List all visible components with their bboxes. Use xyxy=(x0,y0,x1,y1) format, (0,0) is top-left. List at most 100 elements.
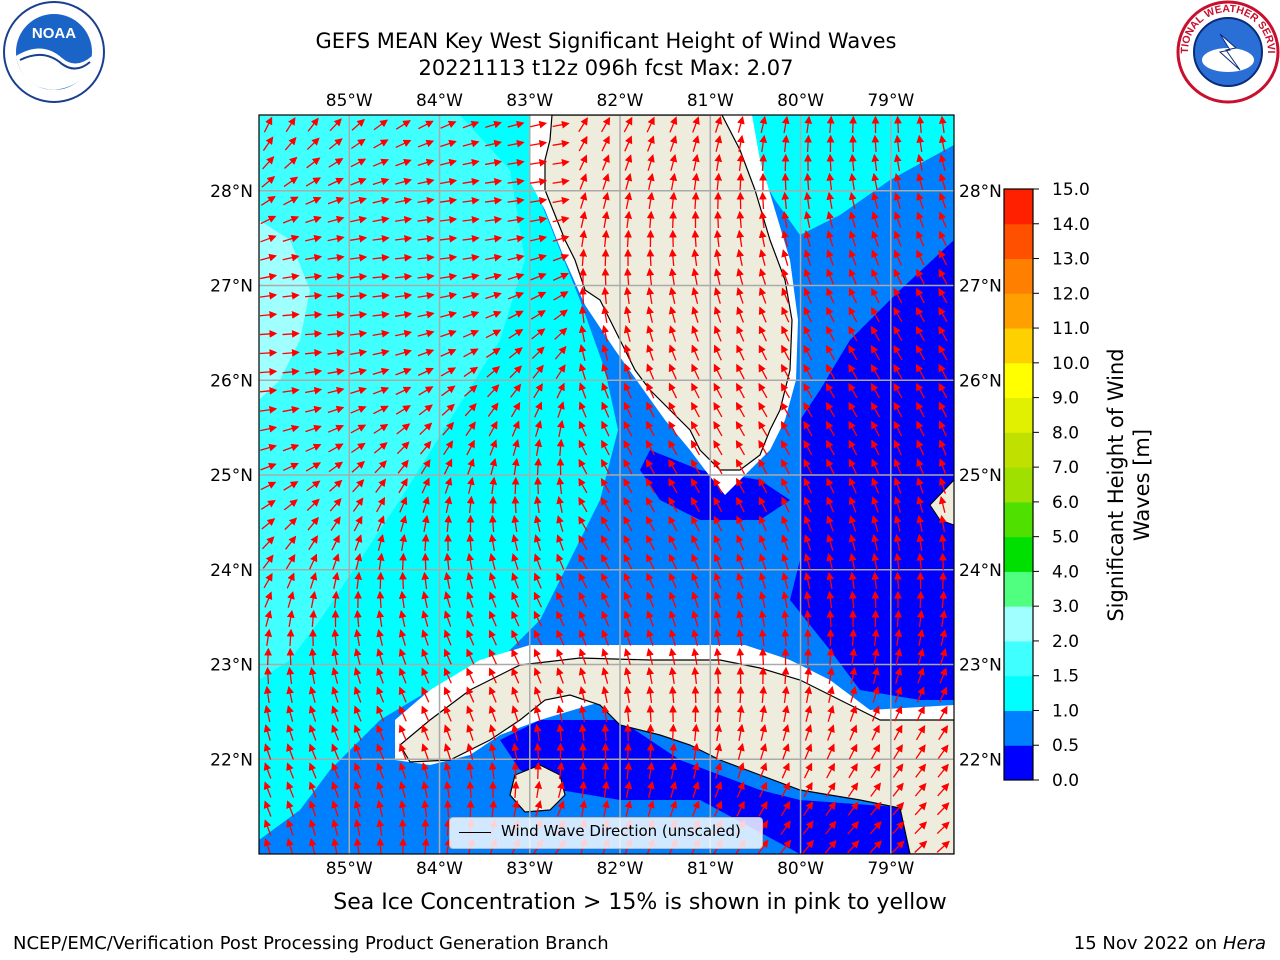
wave-direction-arrow xyxy=(601,553,610,570)
wave-direction-arrow xyxy=(304,272,323,281)
wave-direction-arrow xyxy=(826,268,835,285)
colorbar-segment xyxy=(1004,397,1033,433)
wave-direction-arrow xyxy=(305,405,323,414)
wave-direction-arrow xyxy=(893,287,903,304)
wave-direction-arrow xyxy=(736,268,744,285)
wave-direction-arrow xyxy=(353,743,362,760)
wave-direction-arrow xyxy=(736,572,744,589)
wave-direction-arrow xyxy=(736,172,745,191)
wave-direction-arrow xyxy=(893,153,902,171)
lon-tick-label: 85°W xyxy=(326,91,373,111)
footer-host: Hera xyxy=(1222,933,1266,954)
wave-direction-arrow xyxy=(893,552,902,571)
wave-direction-arrow xyxy=(668,515,678,532)
wave-direction-arrow xyxy=(713,477,723,494)
wave-direction-arrow xyxy=(758,382,768,399)
wave-direction-arrow xyxy=(916,628,925,646)
wave-direction-arrow xyxy=(916,496,924,513)
wave-direction-arrow xyxy=(263,781,272,798)
wave-direction-arrow xyxy=(803,553,812,570)
wave-direction-arrow xyxy=(309,572,318,589)
wave-direction-arrow xyxy=(871,533,879,551)
colorbar-segment xyxy=(1004,467,1033,503)
wave-direction-arrow xyxy=(511,742,520,761)
wave-direction-arrow xyxy=(534,457,542,476)
wave-direction-arrow xyxy=(488,667,497,684)
wave-direction-arrow xyxy=(713,591,722,608)
wave-direction-arrow xyxy=(466,780,475,799)
wave-direction-arrow xyxy=(668,685,677,704)
wave-direction-arrow xyxy=(462,177,480,186)
wave-direction-arrow xyxy=(286,724,294,741)
wave-direction-arrow xyxy=(534,780,543,799)
wave-direction-arrow xyxy=(825,420,835,437)
wave-direction-arrow xyxy=(467,458,475,475)
colorbar-segment xyxy=(1004,675,1033,711)
wave-direction-arrow xyxy=(600,116,611,133)
colorbar-tick-label: 9.0 xyxy=(1052,389,1079,409)
noaa-logo-icon: NOAA xyxy=(3,1,105,103)
wave-direction-arrow xyxy=(556,591,565,608)
wave-direction-arrow xyxy=(421,724,430,741)
wave-direction-arrow xyxy=(938,439,947,456)
wave-direction-arrow xyxy=(624,191,633,209)
wave-direction-arrow xyxy=(939,628,948,646)
wave-direction-arrow xyxy=(395,120,411,130)
wave-direction-arrow xyxy=(826,666,835,685)
wave-direction-arrow xyxy=(507,234,525,243)
wave-direction-arrow xyxy=(353,515,363,532)
wave-direction-arrow xyxy=(350,386,367,395)
wave-direction-arrow xyxy=(826,552,834,570)
lon-tick-label: 79°W xyxy=(867,859,914,879)
wave-direction-arrow xyxy=(849,628,857,647)
wave-direction-arrow xyxy=(484,177,503,186)
wave-direction-arrow xyxy=(350,348,368,357)
wave-direction-arrow xyxy=(916,552,925,571)
wave-direction-arrow xyxy=(759,723,768,741)
wave-direction-arrow xyxy=(511,533,519,551)
lat-labels-left: 28°N 27°N 26°N 25°N 24°N 23°N 22°N xyxy=(210,182,253,770)
wave-direction-arrow xyxy=(804,134,812,153)
land-florida-fill xyxy=(544,115,793,471)
wave-direction-arrow xyxy=(533,629,543,646)
wave-direction-arrow xyxy=(305,177,322,187)
wave-direction-arrow xyxy=(871,172,880,190)
colorbar-segment xyxy=(1004,328,1033,364)
wave-direction-arrow xyxy=(578,135,588,152)
wave-direction-arrow xyxy=(263,704,272,722)
wave-direction-arrow xyxy=(556,553,565,570)
wave-direction-arrow xyxy=(714,666,722,685)
wave-direction-arrow xyxy=(916,230,925,247)
wave-direction-arrow xyxy=(441,403,455,416)
wave-direction-arrow xyxy=(260,462,277,471)
wave-direction-arrow xyxy=(556,723,565,742)
wave-direction-arrow xyxy=(691,553,700,570)
wave-direction-arrow xyxy=(488,629,497,646)
wave-direction-arrow xyxy=(507,196,525,205)
wave-direction-arrow xyxy=(826,458,835,475)
wave-direction-arrow xyxy=(600,534,610,551)
colorbar-tick-label: 15.0 xyxy=(1052,180,1090,200)
colorbar-segment xyxy=(1004,536,1033,572)
wave-direction-arrow xyxy=(781,781,790,798)
wave-direction-arrow xyxy=(264,666,272,685)
wave-direction-arrow xyxy=(916,153,924,171)
wave-direction-arrow xyxy=(376,609,385,628)
wave-direction-arrow xyxy=(422,496,430,513)
wave-direction-arrow xyxy=(507,177,525,186)
colorbar-tick-label: 0.5 xyxy=(1052,736,1079,756)
wave-direction-arrow xyxy=(803,590,812,608)
wave-direction-arrow xyxy=(759,743,768,760)
wave-direction-arrow xyxy=(489,799,498,818)
wave-direction-arrow xyxy=(440,177,458,186)
wave-direction-arrow xyxy=(283,176,299,188)
wave-direction-arrow xyxy=(263,116,273,133)
wave-direction-arrow xyxy=(556,800,565,817)
wave-direction-arrow xyxy=(713,458,723,475)
wave-direction-arrow xyxy=(260,195,276,206)
wave-direction-arrow xyxy=(647,172,655,190)
wave-direction-arrow xyxy=(444,495,453,513)
colorbar-segment xyxy=(1004,606,1033,642)
wave-direction-arrow xyxy=(305,253,323,262)
wave-direction-arrow xyxy=(623,439,633,456)
